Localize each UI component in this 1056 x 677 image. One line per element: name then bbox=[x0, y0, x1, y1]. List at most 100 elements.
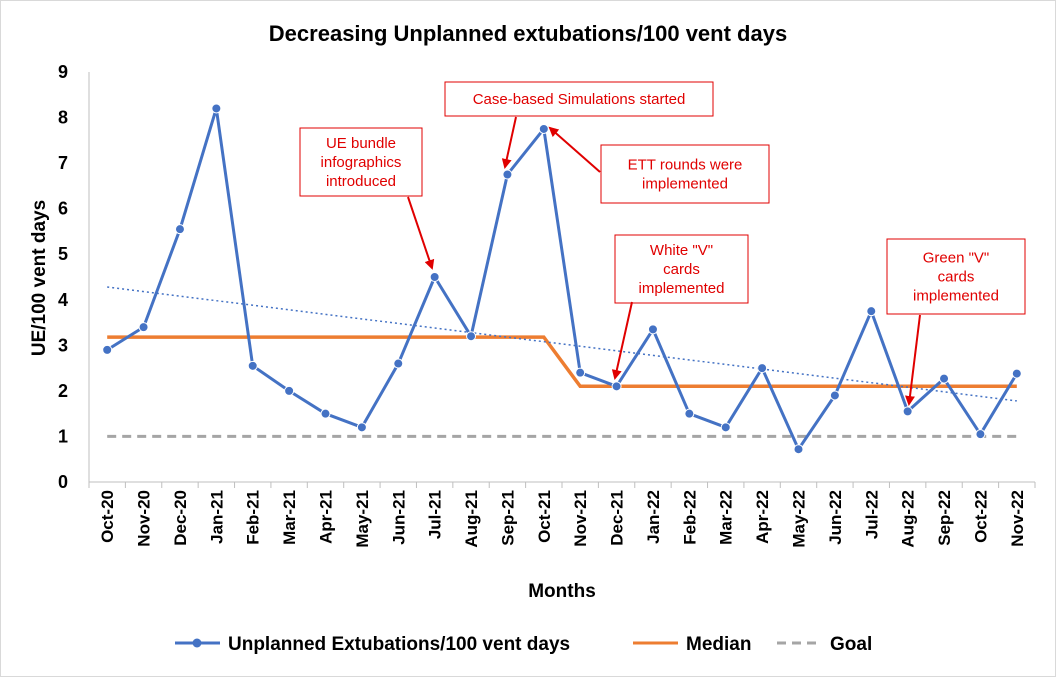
x-tick-label: Sep-22 bbox=[935, 490, 954, 546]
data-point bbox=[102, 344, 113, 355]
legend-item: Unplanned Extubations/100 vent days bbox=[175, 634, 570, 655]
data-point bbox=[356, 422, 367, 433]
x-tick-label: Nov-20 bbox=[135, 490, 154, 547]
data-point bbox=[829, 390, 840, 401]
data-point bbox=[247, 360, 258, 371]
x-tick-label: Jun-21 bbox=[389, 490, 408, 545]
x-tick-label: Mar-21 bbox=[280, 490, 299, 545]
x-tick-label: Nov-21 bbox=[571, 490, 590, 547]
data-point bbox=[393, 358, 404, 369]
annotation-box bbox=[886, 238, 1026, 315]
x-tick-label: Aug-22 bbox=[899, 490, 918, 548]
annotation-text: infographics bbox=[321, 154, 402, 171]
data-point bbox=[429, 272, 440, 282]
y-tick-label: 3 bbox=[58, 335, 68, 355]
x-tick-label: Feb-21 bbox=[244, 490, 263, 545]
data-point bbox=[1011, 368, 1022, 379]
chart-title: Decreasing Unplanned extubations/100 ven… bbox=[269, 21, 787, 46]
data-point bbox=[793, 444, 804, 455]
data-point bbox=[174, 224, 185, 235]
annotation-arrow bbox=[407, 196, 435, 270]
annotation-callout: Case-based Simulations started bbox=[444, 81, 714, 169]
annotation-box bbox=[299, 127, 423, 197]
x-tick-label: Jan-21 bbox=[207, 490, 226, 544]
x-tick-label: Apr-21 bbox=[317, 490, 336, 544]
x-tick-label: Oct-22 bbox=[971, 490, 990, 543]
data-point bbox=[757, 363, 768, 374]
x-tick-label: Jun-22 bbox=[826, 490, 845, 545]
y-tick-label: 1 bbox=[58, 426, 68, 446]
annotation-text: White "V" bbox=[650, 242, 713, 259]
x-tick-label: Dec-20 bbox=[171, 490, 190, 546]
annotation-text: ETT rounds were bbox=[628, 157, 743, 174]
legend-label: Median bbox=[686, 634, 751, 655]
y-tick-label: 7 bbox=[58, 153, 68, 173]
annotation-text: introduced bbox=[326, 173, 396, 190]
annotation-text: UE bundle bbox=[326, 135, 396, 152]
y-tick-label: 9 bbox=[58, 62, 68, 82]
data-point bbox=[138, 322, 149, 333]
median-line bbox=[107, 335, 1017, 389]
y-axis-label: UE/100 vent days bbox=[29, 200, 50, 356]
x-tick-label: Dec-21 bbox=[608, 490, 627, 546]
annotation-arrow bbox=[548, 126, 601, 173]
x-tick-label: Apr-22 bbox=[753, 490, 772, 544]
data-point bbox=[575, 367, 586, 378]
x-tick-label: Aug-21 bbox=[462, 490, 481, 548]
annotation-callout: ETT rounds were implemented bbox=[548, 126, 770, 204]
data-point bbox=[902, 406, 913, 417]
x-axis-label: Months bbox=[528, 581, 596, 602]
x-tick-label: May-21 bbox=[353, 490, 372, 548]
x-tick-label: Nov-22 bbox=[1008, 490, 1027, 547]
annotation-callout: Green "V" cards implemented bbox=[886, 238, 1026, 406]
y-tick-label: 5 bbox=[58, 244, 68, 264]
x-tick-label: Feb-22 bbox=[680, 490, 699, 545]
x-tick-label: Jul-21 bbox=[426, 490, 445, 539]
legend-label: Goal bbox=[830, 634, 872, 655]
data-point bbox=[502, 169, 513, 180]
data-point bbox=[211, 103, 222, 114]
x-tick-label: May-22 bbox=[790, 490, 809, 548]
x-tick-label: Oct-20 bbox=[98, 490, 117, 543]
y-tick-label: 2 bbox=[58, 381, 68, 401]
x-tick-label: Mar-22 bbox=[717, 490, 736, 545]
y-tick-label: 6 bbox=[58, 199, 68, 219]
data-point bbox=[684, 408, 695, 419]
data-point bbox=[720, 422, 731, 433]
annotation-text: implemented bbox=[639, 280, 725, 297]
annotation-text: cards bbox=[663, 261, 700, 278]
annotation-text: implemented bbox=[642, 176, 728, 193]
data-point bbox=[466, 331, 477, 342]
data-point bbox=[866, 306, 877, 317]
legend-label: Unplanned Extubations/100 vent days bbox=[228, 634, 570, 655]
annotation-callout: White "V" cards implemented bbox=[611, 234, 749, 380]
data-point bbox=[647, 324, 658, 335]
data-point bbox=[284, 385, 295, 396]
data-point bbox=[320, 408, 331, 419]
legend: Unplanned Extubations/100 vent days Media… bbox=[175, 634, 872, 655]
annotation-arrow bbox=[905, 314, 921, 406]
series-layer bbox=[102, 103, 1022, 455]
annotation-callout: UE bundle infographics introduced bbox=[299, 127, 435, 270]
y-tick-label: 8 bbox=[58, 108, 68, 128]
annotation-arrow bbox=[611, 301, 633, 380]
annotation-box bbox=[600, 144, 770, 204]
data-point bbox=[538, 123, 549, 134]
x-tick-label: Jul-22 bbox=[862, 490, 881, 539]
annotation-box bbox=[444, 81, 714, 117]
annotation-box bbox=[614, 234, 749, 304]
median-layer bbox=[107, 335, 1017, 389]
x-tick-label: Jan-22 bbox=[644, 490, 663, 544]
data-point bbox=[975, 429, 986, 440]
x-tick-label: Oct-21 bbox=[535, 490, 554, 543]
data-point bbox=[611, 381, 622, 392]
y-tick-label: 4 bbox=[58, 290, 68, 310]
legend-item: Median bbox=[633, 634, 751, 655]
y-tick-label: 0 bbox=[58, 472, 68, 492]
annotation-text: cards bbox=[938, 269, 975, 286]
annotation-text: implemented bbox=[913, 288, 999, 305]
data-point bbox=[939, 373, 950, 384]
annotation-arrow bbox=[501, 116, 517, 169]
legend-item: Goal bbox=[777, 634, 872, 655]
legend-marker bbox=[192, 638, 202, 648]
